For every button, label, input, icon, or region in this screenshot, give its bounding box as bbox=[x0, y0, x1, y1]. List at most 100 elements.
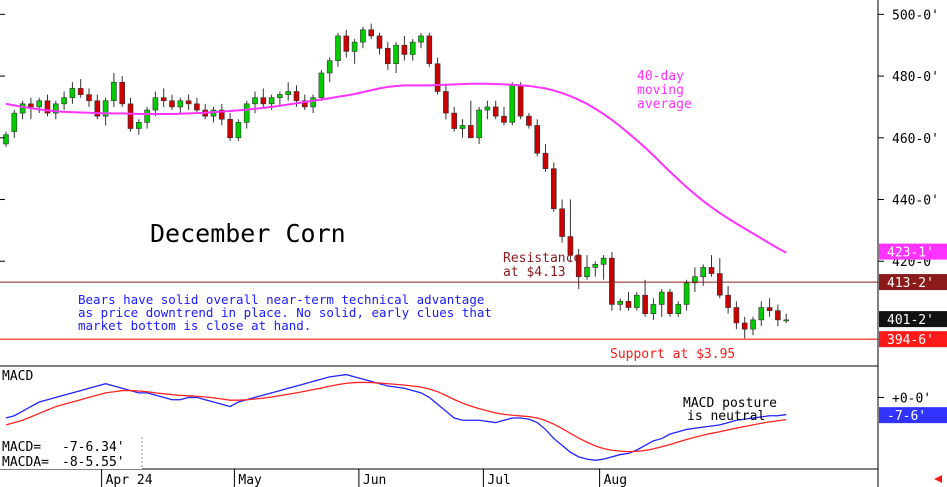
commentary-line-1: Bears have solid overall near-term techn… bbox=[78, 292, 484, 307]
candle-body bbox=[526, 115, 532, 126]
moving-average-layer bbox=[5, 82, 787, 254]
candle bbox=[227, 113, 233, 141]
candle bbox=[758, 301, 765, 327]
candle-body bbox=[434, 63, 441, 92]
candle bbox=[443, 85, 449, 120]
candle bbox=[185, 94, 192, 111]
price-tick-label: 440-0' bbox=[892, 194, 939, 209]
candle bbox=[642, 279, 648, 317]
candle-body bbox=[277, 94, 283, 98]
candle-body bbox=[658, 291, 665, 305]
candle bbox=[326, 57, 333, 83]
candle-body bbox=[326, 60, 333, 74]
candle bbox=[310, 94, 316, 114]
candle bbox=[592, 261, 599, 277]
price-badge-box bbox=[879, 274, 947, 291]
candle-body bbox=[111, 81, 117, 102]
time-tick-label: Jun bbox=[363, 473, 386, 487]
candle-body bbox=[517, 85, 524, 117]
candle bbox=[202, 103, 208, 120]
candle-body bbox=[775, 310, 781, 321]
candle-body bbox=[501, 115, 507, 123]
price-badge-box bbox=[879, 331, 947, 348]
candle bbox=[243, 100, 250, 129]
candle bbox=[775, 304, 781, 327]
candle-body bbox=[219, 109, 225, 120]
candle-body bbox=[683, 282, 690, 305]
candle-body bbox=[534, 125, 541, 154]
candle-body bbox=[741, 322, 748, 330]
candle bbox=[633, 292, 640, 311]
candle bbox=[708, 255, 715, 277]
time-tick-label: Jul bbox=[487, 473, 510, 487]
candle-body bbox=[19, 103, 26, 114]
candle-body bbox=[451, 112, 458, 129]
price-badge-label: 394-6' bbox=[887, 333, 934, 348]
price-badge-box bbox=[879, 243, 947, 260]
candle bbox=[418, 32, 424, 49]
candle bbox=[492, 100, 499, 120]
candle-body bbox=[77, 88, 84, 95]
candle-body bbox=[443, 91, 449, 114]
candle bbox=[69, 82, 76, 104]
candle-body bbox=[750, 319, 756, 330]
resistance-label-line-2: at $4.13 bbox=[503, 265, 566, 280]
candle-body bbox=[758, 307, 765, 321]
candle bbox=[692, 267, 698, 293]
macd-badge-label: -7-6' bbox=[887, 409, 926, 424]
macd-readout-box bbox=[0, 437, 142, 469]
price-tick-label: 480-0' bbox=[892, 70, 939, 85]
candle bbox=[741, 316, 748, 339]
candle bbox=[194, 97, 200, 114]
candle bbox=[600, 255, 607, 280]
candle-body bbox=[94, 100, 101, 117]
candle bbox=[11, 110, 18, 138]
candle-body bbox=[633, 294, 640, 308]
candle-body bbox=[426, 35, 433, 65]
macd-panel: +0-0' -7-6' bbox=[5, 373, 947, 461]
candle bbox=[177, 97, 184, 114]
candle bbox=[318, 69, 325, 101]
candle bbox=[534, 119, 541, 157]
candle-body bbox=[617, 301, 624, 305]
candle-body bbox=[476, 109, 482, 139]
candle-body bbox=[11, 112, 18, 132]
candle-body bbox=[136, 122, 142, 129]
candle-body bbox=[268, 97, 275, 105]
candle-body bbox=[301, 100, 308, 108]
time-tick-label: May bbox=[238, 473, 262, 487]
candle bbox=[3, 131, 9, 148]
time-axis: Apr 24 May Jun Jul Aug bbox=[0, 468, 878, 487]
candle-body bbox=[384, 47, 391, 65]
candle bbox=[393, 42, 399, 73]
price-badge-label: 401-2' bbox=[887, 313, 934, 328]
chart-title: December Corn bbox=[150, 219, 346, 248]
candlestick-series bbox=[3, 23, 790, 339]
price-badge: 394-6' bbox=[879, 331, 947, 348]
scroll-left-arrow-icon[interactable] bbox=[934, 475, 942, 483]
candle bbox=[700, 264, 707, 286]
candle bbox=[484, 100, 491, 120]
candle-body bbox=[609, 257, 615, 305]
candle bbox=[136, 119, 142, 135]
price-tick-label: 460-0' bbox=[892, 132, 939, 147]
candle-body bbox=[185, 100, 192, 105]
candle-body bbox=[584, 267, 590, 277]
candle-body bbox=[343, 35, 350, 52]
candle-body bbox=[467, 125, 474, 139]
macd-title: MACD bbox=[2, 369, 33, 384]
candle bbox=[409, 39, 416, 61]
candle-body bbox=[716, 273, 723, 296]
candle-body bbox=[351, 41, 358, 52]
candle-body bbox=[459, 125, 466, 129]
candle-body bbox=[418, 35, 424, 43]
candle-body bbox=[692, 276, 698, 284]
ma-annotation-line-3: average bbox=[637, 97, 692, 112]
candle bbox=[368, 23, 375, 40]
time-tick-label: Apr 24 bbox=[106, 473, 153, 487]
candle bbox=[384, 42, 391, 70]
candle-body bbox=[559, 208, 565, 237]
candle bbox=[94, 94, 101, 120]
candle bbox=[434, 57, 441, 95]
candle bbox=[119, 76, 125, 107]
